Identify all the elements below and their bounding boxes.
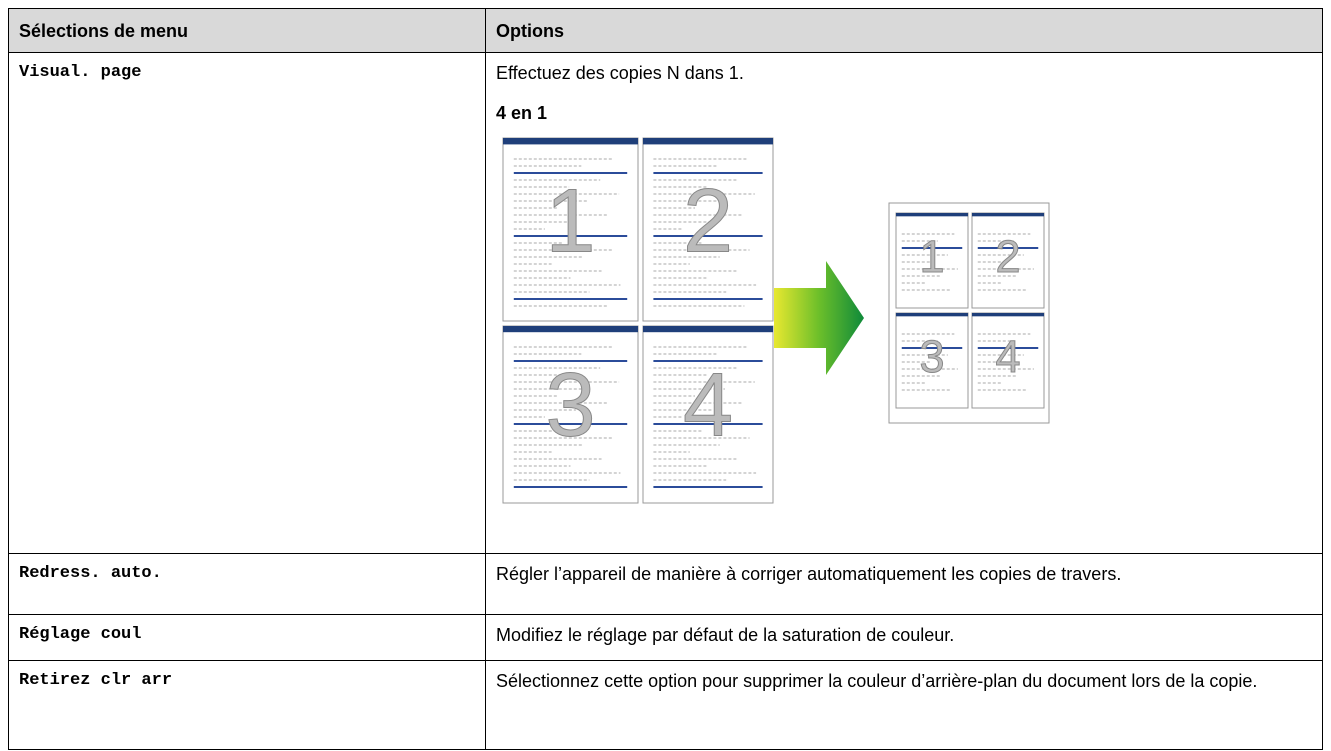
page-number: 1 bbox=[919, 231, 944, 282]
page-number: 3 bbox=[919, 331, 944, 382]
page bbox=[971, 312, 1045, 409]
page-header-band bbox=[643, 138, 773, 145]
page-number: 4 bbox=[683, 356, 733, 456]
page-header-band bbox=[503, 138, 638, 145]
page-header-band bbox=[896, 213, 968, 217]
options-subtitle: 4 en 1 bbox=[496, 103, 548, 123]
options-cell: Régler l’appareil de manière à corriger … bbox=[485, 553, 1323, 615]
row: Retirez clr arr Sélectionnez cette optio… bbox=[8, 660, 1323, 750]
menu-cell: Réglage coul bbox=[8, 614, 486, 661]
page-number: 3 bbox=[545, 356, 595, 456]
page-header-band bbox=[972, 313, 1044, 317]
menu-cell: Retirez clr arr bbox=[8, 660, 486, 750]
options-text: Régler l’appareil de manière à corriger … bbox=[496, 564, 1122, 584]
page bbox=[895, 312, 969, 409]
options-text: Effectuez des copies N dans 1. bbox=[496, 63, 744, 83]
row: Réglage coul Modifiez le réglage par déf… bbox=[8, 614, 1323, 661]
page-number: 4 bbox=[995, 331, 1020, 382]
header-cell: Sélections de menu bbox=[8, 8, 486, 53]
menu-text: Réglage coul bbox=[19, 625, 142, 644]
page-number: 2 bbox=[683, 171, 733, 271]
page-number: 1 bbox=[545, 171, 595, 271]
menu-table: Sélections de menu Options Visual. page … bbox=[8, 8, 1323, 750]
menu-cell: Visual. page bbox=[8, 52, 486, 554]
page-number: 2 bbox=[995, 231, 1020, 282]
menu-cell: Redress. auto. bbox=[8, 553, 486, 615]
page-header-band bbox=[896, 313, 968, 317]
options-cell: Sélectionnez cette option pour supprimer… bbox=[485, 660, 1323, 750]
page bbox=[971, 212, 1045, 309]
options-cell: Modifiez le réglage par défaut de la sat… bbox=[485, 614, 1323, 661]
n-in-1-illustration: 1 23 41 23 4 bbox=[502, 137, 1050, 504]
page-header-band bbox=[643, 326, 773, 333]
row: Redress. auto. Régler l’appareil de mani… bbox=[8, 553, 1323, 615]
page bbox=[895, 212, 969, 309]
page-header-band bbox=[972, 213, 1044, 217]
options-text: Modifiez le réglage par défaut de la sat… bbox=[496, 625, 955, 645]
header-row: Sélections de menu Options bbox=[8, 8, 1323, 53]
row: Visual. page Effectuez des copies N dans… bbox=[8, 52, 1323, 554]
menu-text: Redress. auto. bbox=[19, 564, 162, 583]
arrow bbox=[774, 261, 864, 375]
options-text: Sélectionnez cette option pour supprimer… bbox=[496, 671, 1258, 691]
menu-text: Visual. page bbox=[19, 63, 142, 82]
header-cell: Options bbox=[485, 8, 1323, 53]
page-header-band bbox=[503, 326, 638, 333]
menu-text: Retirez clr arr bbox=[19, 671, 173, 690]
